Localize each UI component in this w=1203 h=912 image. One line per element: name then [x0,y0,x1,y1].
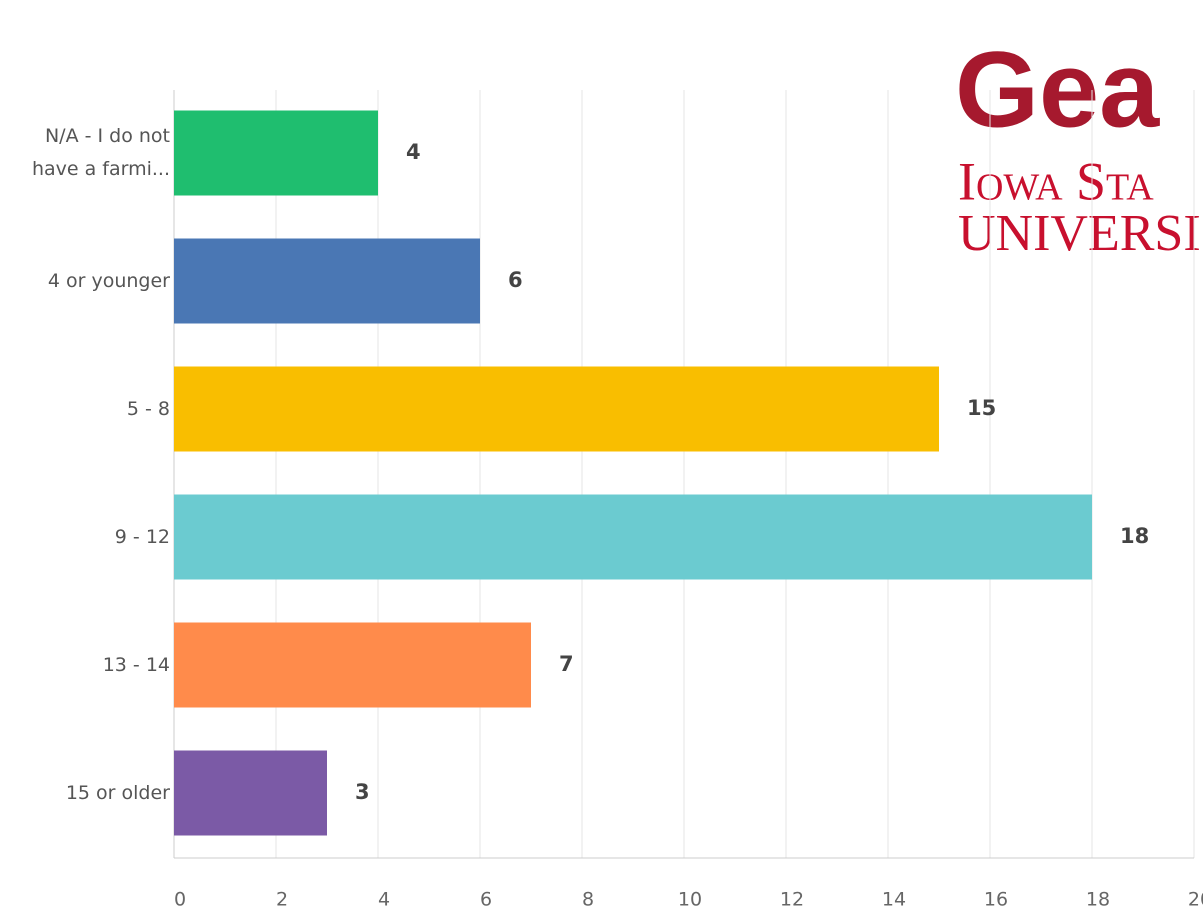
y-tick-label: N/A - I do not have a farmi... [31,125,170,180]
value-label: 6 [508,268,523,292]
x-tick-label: 6 [480,889,492,911]
x-tick-label: 10 [678,889,702,911]
value-label: 3 [355,780,370,804]
x-tick-label: 18 [1086,889,1110,911]
x-tick-label: 16 [984,889,1008,911]
value-label: 18 [1120,524,1149,548]
plot: 0 2 4 6 8 10 12 14 16 18 20 4 6 15 18 7 3 [173,90,1203,911]
bar [174,494,1092,580]
logo-line: Universi [958,205,1201,262]
x-tick-label: 14 [882,889,906,911]
y-tick-label: 15 or older [65,781,170,804]
y-tick-label: 13 - 14 [102,653,170,676]
y-tick-label: 5 - 8 [126,397,170,420]
x-tick-label: 12 [780,889,804,911]
bar [174,622,531,708]
value-label: 4 [406,140,421,164]
bar [174,238,480,324]
x-tick-label: 4 [378,889,390,911]
value-label: 15 [967,396,996,420]
x-tick-label: 0 [174,889,186,911]
y-tick-label: 9 - 12 [114,525,170,548]
y-tick-label: 4 or younger [47,269,170,292]
x-tick-label: 20 [1188,889,1203,911]
value-label: 7 [559,652,574,676]
x-tick-label: 2 [276,889,288,911]
logo-word: Gea [955,29,1160,150]
bar [174,750,327,836]
x-tick-label: 8 [582,889,594,911]
bar [174,110,378,196]
bar [174,366,939,452]
logo-line: Iowa Sta [958,151,1154,211]
